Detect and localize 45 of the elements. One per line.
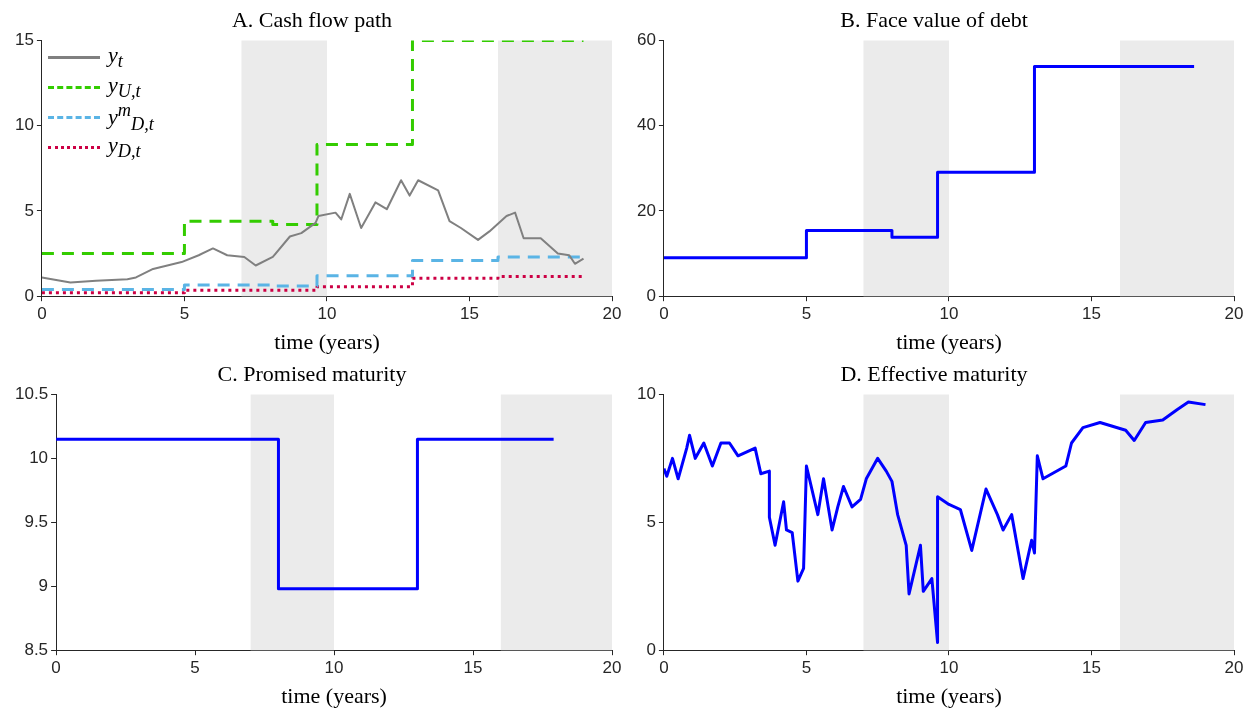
x-tick-label: 5 [801,304,812,324]
chart-title: B. Face value of debt [840,6,1028,32]
y-tick-label: 0 [646,639,656,659]
y-tick-label: 10 [14,115,34,135]
chart-title: D. Effective maturity [840,360,1028,386]
y-tick-label: 60 [636,30,656,50]
chart-title: A. Cash flow path [231,6,393,32]
y-tick-label: 5 [646,511,656,531]
x-tick-label: 5 [190,658,200,678]
y-tick-label: 8.5 [24,639,49,659]
x-tick-label: 15 [1082,304,1101,324]
x-axis-title: time (years) [274,328,380,354]
x-tick-label: 0 [659,304,669,324]
x-tick-label: 20 [602,304,622,324]
x-axis-title: time (years) [896,682,1002,708]
y-tick-label: 10 [29,448,49,468]
chart-title: C. Promised maturity [217,360,407,386]
y-tick-label: 40 [636,115,656,135]
legend-label: y$_{t}$ [107,42,123,73]
x-tick-label: 15 [460,304,479,324]
x-tick-label: 5 [179,304,190,324]
y-tick-label: 10 [636,384,656,404]
x-axis-title: time (years) [281,682,387,708]
x-tick-label: 15 [463,658,483,678]
x-tick-label: 20 [1224,304,1244,324]
x-tick-label: 10 [939,304,959,324]
legend-label: y$_{D,t}$ [107,132,141,163]
y-tick-label: 9 [38,575,49,595]
x-tick-label: 5 [801,658,812,678]
y-tick-label: 0 [24,285,34,305]
x-tick-label: 0 [659,658,669,678]
x-axis-title: time (years) [896,328,1002,354]
x-tick-label: 20 [1224,658,1244,678]
y-tick-label: 9.5 [24,511,49,531]
legend-label: y$_{U,t}$ [107,72,141,102]
y-tick-label: 15 [14,30,34,50]
x-tick-label: 10 [939,658,959,678]
x-tick-label: 10 [324,658,344,678]
y-tick-label: 0 [646,285,656,305]
x-tick-label: 15 [1082,658,1101,678]
x-tick-label: 10 [317,304,337,324]
y-tick-label: 10.5 [14,384,49,404]
y-tick-label: 5 [24,200,34,220]
x-tick-label: 20 [602,658,622,678]
y-tick-label: 20 [636,200,656,220]
